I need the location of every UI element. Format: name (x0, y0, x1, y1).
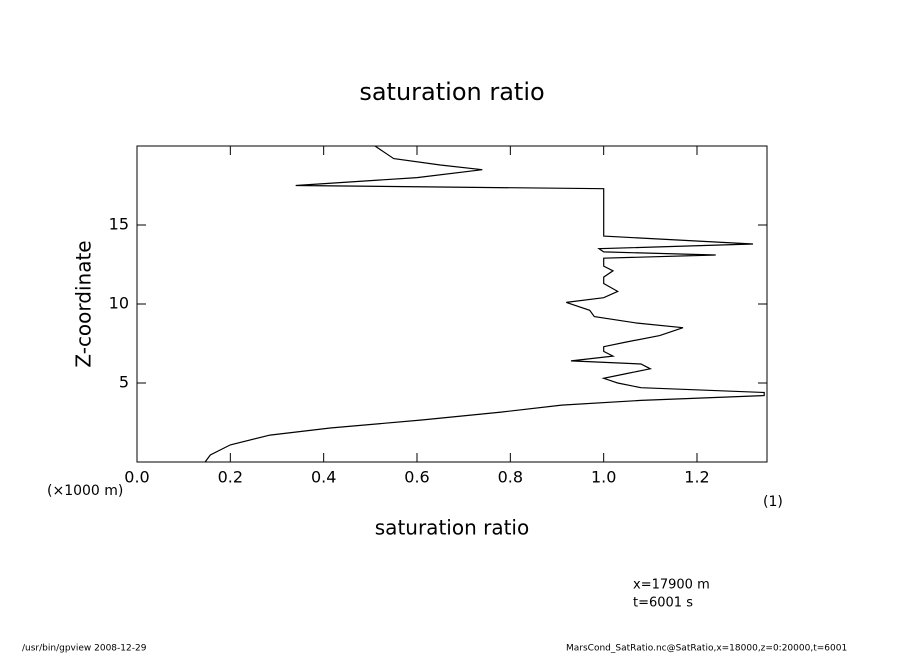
chart-title: saturation ratio (359, 78, 544, 106)
x-tick-label: 0.6 (404, 468, 429, 487)
x-tick-label: 1.0 (591, 468, 616, 487)
profile-line (204, 145, 765, 463)
y-tick-label: 5 (119, 373, 129, 392)
plot-frame (136, 145, 768, 463)
y-tick-label: 10 (109, 294, 129, 313)
x-tick-label: 0.8 (498, 468, 523, 487)
x-tick-label: 1.2 (684, 468, 709, 487)
x-tick-label: 0.2 (218, 468, 243, 487)
y-unit: (×1000 m) (47, 483, 123, 499)
y-axis-label: Z-coordinate (72, 240, 96, 367)
x-tick-label: 0.4 (311, 468, 336, 487)
annotation: t=6001 s (633, 596, 693, 611)
y-tick-label: 15 (109, 215, 129, 234)
x-tick-label: 0.0 (124, 468, 149, 487)
footer: MarsCond_SatRatio.nc@SatRatio,x=18000,z=… (566, 644, 847, 654)
annotation: x=17900 m (633, 578, 710, 593)
x-unit: (1) (763, 494, 783, 510)
x-axis-label: saturation ratio (375, 516, 529, 540)
footer: /usr/bin/gpview 2008-12-29 (22, 644, 147, 654)
